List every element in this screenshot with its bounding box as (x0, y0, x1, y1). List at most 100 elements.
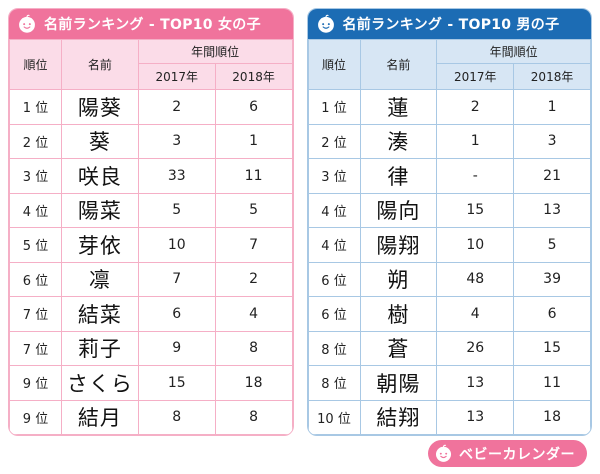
girls-card-title-text: 名前ランキング - TOP10 女の子 (44, 17, 261, 33)
table-row: 5 位芽依 10 7 (9, 227, 293, 263)
year-2017-cell: 13 (436, 365, 515, 401)
year-2017-header: 2017年 (137, 63, 216, 90)
year-2017-cell: 3 (137, 123, 216, 159)
logo-text: ベビーカレンダー (459, 446, 575, 463)
name-cell: 蒼 (359, 330, 438, 366)
year-2018-cell: 7 (214, 227, 293, 263)
year-2018-cell: 6 (513, 296, 591, 332)
year-2018-cell: 1 (513, 89, 591, 125)
year-2017-cell: 2 (137, 89, 216, 125)
baby-face-icon (434, 444, 453, 463)
rank-column-header: 順位 (307, 39, 361, 90)
name-cell: 陽葵 (61, 89, 139, 125)
rank-cell: 4 位 (307, 192, 361, 228)
name-cell: さくら (61, 365, 139, 401)
year-2017-cell: 7 (137, 261, 216, 297)
rank-cell: 4 位 (307, 227, 361, 263)
table-row: 4 位陽菜 5 5 (9, 192, 293, 228)
name-column-header: 名前 (359, 39, 438, 90)
rank-column-header: 順位 (9, 39, 62, 90)
year-2017-header: 2017年 (436, 63, 515, 90)
year-2017-cell: - (436, 158, 515, 194)
rank-cell: 3 位 (9, 158, 62, 194)
rank-cell: 6 位 (9, 261, 62, 297)
baby-calendar-logo: ベビーカレンダー (428, 440, 587, 467)
name-cell: 律 (359, 158, 438, 194)
table-row: 9 位結月 8 8 (9, 399, 293, 435)
table-row: 6 位朔 48 39 (307, 261, 591, 297)
year-2018-cell: 21 (513, 158, 591, 194)
table-row: 10 位結翔 13 18 (307, 399, 591, 435)
year-2018-cell: 18 (214, 365, 293, 401)
name-cell: 結翔 (359, 399, 438, 435)
rank-cell: 6 位 (307, 261, 361, 297)
year-2018-cell: 3 (513, 123, 591, 159)
baby-face-icon (316, 14, 336, 34)
year-2018-cell: 11 (513, 365, 591, 401)
annual-rank-header: 年間順位 (137, 39, 293, 64)
boys-ranking-card: 名前ランキング - TOP10 男の子 順位 名前 年間順位 2017年 201… (306, 8, 592, 436)
year-2017-cell: 13 (436, 399, 515, 435)
year-2018-cell: 13 (513, 192, 591, 228)
rank-cell: 9 位 (9, 365, 62, 401)
boys-card-title: 名前ランキング - TOP10 男の子 (307, 9, 591, 39)
name-cell: 樹 (359, 296, 438, 332)
name-column-header: 名前 (61, 39, 139, 90)
boys-card-title-text: 名前ランキング - TOP10 男の子 (342, 17, 560, 33)
year-2017-cell: 33 (137, 158, 216, 194)
rank-cell: 2 位 (9, 123, 62, 159)
year-2018-header: 2018年 (214, 63, 293, 90)
year-2018-cell: 18 (513, 399, 591, 435)
name-cell: 芽依 (61, 227, 139, 263)
year-2017-cell: 15 (436, 192, 515, 228)
table-row: 1 位陽葵 2 6 (9, 89, 293, 125)
year-2018-cell: 11 (214, 158, 293, 194)
rank-cell: 9 位 (9, 399, 62, 435)
year-2018-cell: 39 (513, 261, 591, 297)
rank-cell: 1 位 (307, 89, 361, 125)
rank-cell: 3 位 (307, 158, 361, 194)
table-row: 8 位朝陽 13 11 (307, 365, 591, 401)
girls-card-title: 名前ランキング - TOP10 女の子 (9, 9, 293, 39)
name-cell: 結月 (61, 399, 139, 435)
name-cell: 朔 (359, 261, 438, 297)
name-cell: 結菜 (61, 296, 139, 332)
name-cell: 陽向 (359, 192, 438, 228)
name-cell: 蓮 (359, 89, 438, 125)
rank-cell: 7 位 (9, 330, 62, 366)
year-2017-cell: 2 (436, 89, 515, 125)
year-2017-cell: 10 (436, 227, 515, 263)
year-2018-cell: 5 (214, 192, 293, 228)
table-row: 7 位結菜 6 4 (9, 296, 293, 332)
year-2018-cell: 8 (214, 399, 293, 435)
table-row: 8 位蒼 26 15 (307, 330, 591, 366)
year-2018-cell: 5 (513, 227, 591, 263)
name-cell: 陽菜 (61, 192, 139, 228)
tables-row: 名前ランキング - TOP10 女の子 順位 名前 年間順位 2017年 201… (8, 8, 592, 436)
girls-ranking-card: 名前ランキング - TOP10 女の子 順位 名前 年間順位 2017年 201… (8, 8, 294, 436)
year-2018-header: 2018年 (513, 63, 591, 90)
year-2018-cell: 15 (513, 330, 591, 366)
year-2017-cell: 48 (436, 261, 515, 297)
annual-rank-header: 年間順位 (436, 39, 591, 64)
table-row: 4 位陽向 15 13 (307, 192, 591, 228)
rank-cell: 1 位 (9, 89, 62, 125)
rank-cell: 7 位 (9, 296, 62, 332)
year-2018-cell: 2 (214, 261, 293, 297)
year-2017-cell: 4 (436, 296, 515, 332)
year-2017-cell: 6 (137, 296, 216, 332)
year-2017-cell: 1 (436, 123, 515, 159)
year-2017-cell: 26 (436, 330, 515, 366)
name-cell: 莉子 (61, 330, 139, 366)
table-row: 4 位陽翔 10 5 (307, 227, 591, 263)
rank-cell: 10 位 (307, 399, 361, 435)
name-cell: 湊 (359, 123, 438, 159)
table-row: 9 位さくら 15 18 (9, 365, 293, 401)
